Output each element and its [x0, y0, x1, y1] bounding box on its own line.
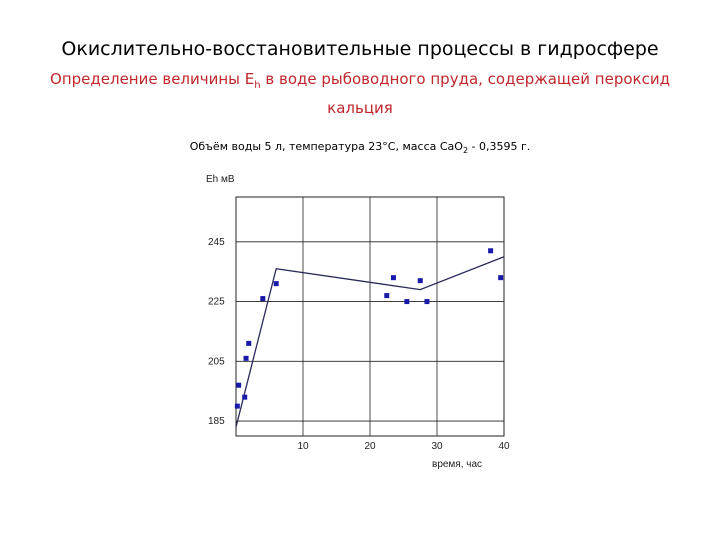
page-title: Окислительно-восстановительные процессы …	[61, 38, 659, 60]
data-point	[417, 278, 423, 284]
grid-layer	[235, 196, 505, 437]
subtitle-text-end: в воде рыбоводного пруда, содержащей пер…	[260, 70, 670, 117]
y-axis-label: Eh мВ	[206, 174, 235, 185]
y-tick-label: 185	[208, 416, 225, 427]
data-layer	[234, 248, 505, 428]
subtitle-text-start: Определение величины E	[50, 70, 255, 88]
x-tick-label: 10	[297, 441, 309, 452]
conditions-subscript: 2	[462, 146, 469, 156]
x-tick-label: 30	[431, 441, 443, 452]
y-tick-label: 245	[208, 237, 225, 248]
data-point	[404, 299, 410, 305]
experiment-conditions: Объём воды 5 л, температура 23°С, масса …	[0, 140, 720, 155]
subtitle-subscript: h	[254, 80, 261, 91]
data-point	[246, 340, 252, 346]
tick-label-layer: 10 20 30 40 185 205 225 245	[208, 237, 510, 452]
trend-line	[235, 256, 505, 428]
data-point	[260, 296, 266, 302]
data-point	[234, 403, 240, 409]
y-tick-label: 225	[208, 297, 225, 308]
x-tick-label: 20	[364, 441, 376, 452]
data-point	[242, 394, 248, 400]
data-point	[424, 299, 430, 305]
data-point	[498, 275, 504, 281]
data-point	[488, 248, 494, 254]
conditions-text-start: Объём воды 5 л, температура 23°С, масса …	[189, 140, 463, 153]
data-point	[384, 293, 390, 299]
x-axis-label: время, час	[432, 459, 482, 470]
conditions-text-end: - 0,3595 г.	[468, 140, 531, 153]
y-tick-label: 205	[208, 356, 225, 367]
data-point	[390, 275, 396, 281]
data-point	[273, 281, 279, 287]
chart-subtitle: Определение величины Eh в воде рыбоводно…	[20, 68, 700, 119]
data-point	[236, 382, 242, 388]
x-tick-label: 40	[498, 441, 510, 452]
data-point	[243, 355, 249, 361]
